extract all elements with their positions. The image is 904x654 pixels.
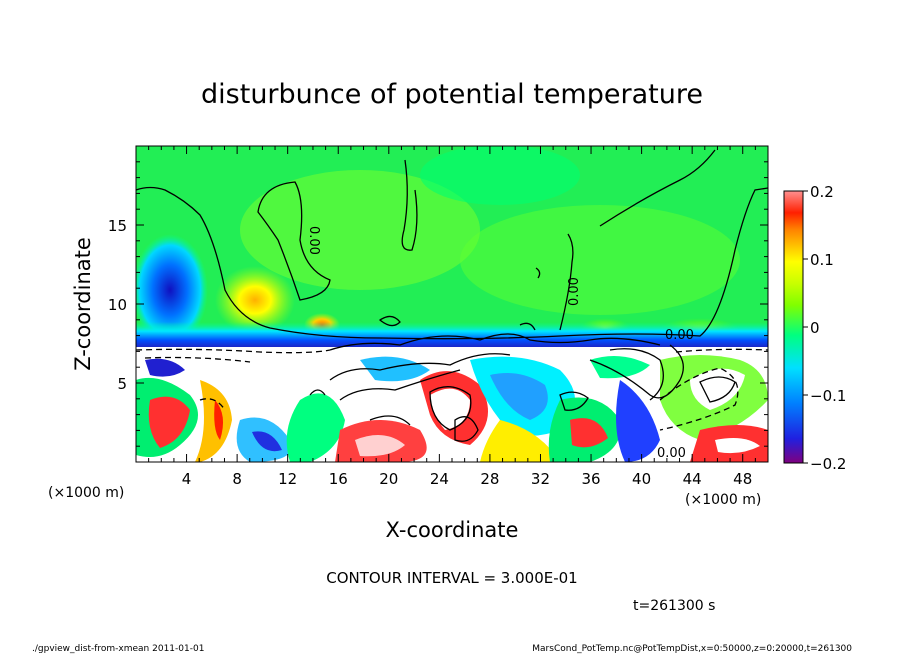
x-axis-label: X-coordinate xyxy=(386,518,519,542)
x-tick-label: 44 xyxy=(683,470,702,488)
x-tick-label: 48 xyxy=(733,470,752,488)
lower-field xyxy=(136,355,768,462)
x-unit-right: (×1000 m) xyxy=(685,492,761,508)
contour-label: 0.00 xyxy=(665,328,694,343)
y-axis: 5 10 15 xyxy=(108,145,768,463)
contour-label: 0.00 xyxy=(306,226,321,255)
contour-labels: 0.00 0.00 0.00 0.00 xyxy=(306,226,694,461)
y-tick-label: 5 xyxy=(117,375,127,393)
x-unit-left: (×1000 m) xyxy=(48,485,124,501)
colorbar-tick-label: −0.1 xyxy=(810,387,846,405)
colorbar-tick-label: 0.2 xyxy=(810,183,834,201)
contour-interval: CONTOUR INTERVAL = 3.000E-01 xyxy=(326,569,577,587)
x-tick-label: 12 xyxy=(278,470,297,488)
x-tick-label: 4 xyxy=(182,470,192,488)
x-axis: 4 8 12 16 20 24 28 32 36 40 44 48 xyxy=(135,146,769,488)
contour-label: 0.00 xyxy=(567,277,582,306)
x-tick-label: 36 xyxy=(581,470,600,488)
contour-lines xyxy=(136,149,768,442)
colorbar-ticks: 0.2 0.1 0 −0.1 −0.2 xyxy=(803,183,846,473)
contour-label: 0.00 xyxy=(657,446,686,461)
plot-area: 0.00 0.00 0.00 0.00 xyxy=(136,146,768,462)
colorbar-tick-label: 0.1 xyxy=(810,251,834,269)
y-axis-label: Z-coordinate xyxy=(71,237,95,371)
footer-left: ./gpview_dist-from-xmean 2011-01-01 xyxy=(32,644,204,654)
x-tick-label: 16 xyxy=(329,470,348,488)
y-tick-label: 15 xyxy=(108,217,127,235)
time-label: t=261300 s xyxy=(633,598,715,614)
x-tick-label: 24 xyxy=(430,470,449,488)
colorbar-tick-label: 0 xyxy=(810,319,820,337)
x-tick-label: 8 xyxy=(232,470,242,488)
x-tick-label: 40 xyxy=(632,470,651,488)
x-tick-label: 20 xyxy=(379,470,398,488)
x-tick-label: 28 xyxy=(480,470,499,488)
colorbar xyxy=(783,190,804,464)
x-tick-label: 32 xyxy=(531,470,550,488)
chart-title: disturbunce of potential temperature xyxy=(201,79,703,110)
footer-right: MarsCond_PotTemp.nc@PotTempDist,x=0:5000… xyxy=(532,644,852,654)
colorbar-tick-label: −0.2 xyxy=(810,455,846,473)
y-tick-label: 10 xyxy=(108,296,127,314)
